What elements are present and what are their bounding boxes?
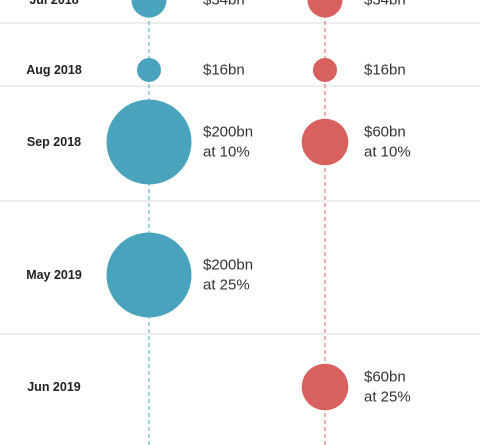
bubble-series-2 <box>301 118 349 166</box>
amount-label: $200bn <box>203 257 253 274</box>
amount-label: $34bn <box>203 0 245 9</box>
amount-label: at 10% <box>203 144 250 161</box>
amount-label: at 25% <box>364 389 411 406</box>
date-label: Aug 2018 <box>26 63 82 77</box>
bubble-series-1 <box>106 99 192 185</box>
amount-label: $60bn <box>364 124 406 141</box>
bubbles <box>106 0 349 411</box>
date-label: Jul 2018 <box>29 0 78 7</box>
amount-label: $60bn <box>364 369 406 386</box>
amount-label: $16bn <box>364 62 406 79</box>
date-label: Jun 2019 <box>27 380 81 394</box>
bubble-series-2 <box>312 57 338 83</box>
bubble-series-1 <box>106 232 192 318</box>
date-label: Sep 2018 <box>27 135 81 149</box>
labels: Jul 2018 $34bn $34bn Aug 2018 $16bn $16bn Sep … <box>26 0 411 406</box>
amount-label: $34bn <box>364 0 406 9</box>
amount-label: at 25% <box>203 277 250 294</box>
bubble-series-2 <box>301 363 349 411</box>
amount-label: $16bn <box>203 62 245 79</box>
bubble-series-1 <box>131 0 167 18</box>
bubble-series-2 <box>307 0 343 18</box>
row-dividers <box>0 22 480 335</box>
date-label: May 2019 <box>26 268 82 282</box>
bubble-series-1 <box>136 57 162 83</box>
amount-label: at 10% <box>364 144 411 161</box>
amount-label: $200bn <box>203 124 253 141</box>
